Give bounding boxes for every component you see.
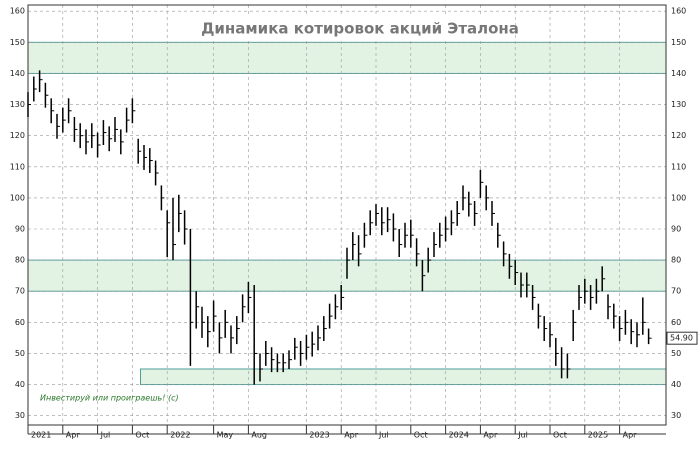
y-tick-label: 130	[10, 100, 25, 109]
x-tick-label: 2023	[309, 431, 329, 440]
x-tick-label: Aug	[251, 431, 267, 440]
x-tick-label: Jul	[378, 431, 389, 440]
y-tick-label: 140	[10, 69, 25, 78]
x-tick-label: Jul	[517, 431, 528, 440]
price-label: 54.90	[670, 334, 693, 343]
y-tick-label-right: 140	[671, 69, 686, 78]
y-tick-label: 120	[10, 131, 25, 140]
y-tick-label: 160	[10, 7, 25, 16]
y-tick-label-right: 160	[671, 7, 686, 16]
x-tick-label: Oct	[135, 431, 149, 440]
x-tick-label: 2024	[449, 431, 469, 440]
x-tick-label: 2025	[588, 431, 608, 440]
y-tick-label: 60	[15, 318, 25, 327]
x-tick-label: Oct	[414, 431, 428, 440]
y-tick-label-right: 110	[671, 162, 686, 171]
y-tick-label: 50	[15, 349, 25, 358]
x-tick-label: Apr	[66, 431, 81, 440]
y-tick-label-right: 130	[671, 100, 686, 109]
x-tick-label: 2022	[170, 431, 190, 440]
x-tick-label: Apr	[344, 431, 359, 440]
y-tick-label-right: 30	[671, 411, 681, 420]
zone	[140, 368, 667, 386]
y-tick-label: 30	[15, 411, 25, 420]
y-tick-label: 90	[15, 225, 25, 234]
y-tick-label: 150	[10, 38, 25, 47]
y-tick-label-right: 90	[671, 225, 681, 234]
x-tick-label: May	[217, 431, 234, 440]
x-tick-label: Oct	[553, 431, 567, 440]
y-tick-label-right: 150	[671, 38, 686, 47]
zone	[27, 41, 667, 74]
x-tick-label: Apr	[483, 431, 498, 440]
y-tick-label-right: 80	[671, 256, 681, 265]
y-tick-label-right: 60	[671, 318, 681, 327]
x-tick-label: Apr	[623, 431, 638, 440]
x-tick-label: Jul	[100, 431, 111, 440]
y-tick-label-right: 70	[671, 287, 681, 296]
plot-frame	[27, 4, 667, 426]
title-bg	[205, 16, 515, 40]
annotation: Инвестируй или проиграешь! (c)	[40, 394, 179, 403]
y-tick-label-right: 50	[671, 349, 681, 358]
y-tick-label: 40	[15, 380, 25, 389]
y-tick-label-right: 40	[671, 380, 681, 389]
y-tick-label: 80	[15, 256, 25, 265]
price-label-box	[666, 331, 698, 345]
y-tick-label: 100	[10, 193, 25, 202]
chart-title: Динамика котировок акций Эталона	[201, 20, 519, 38]
y-tick-label: 70	[15, 287, 25, 296]
y-tick-label: 110	[10, 162, 25, 171]
x-tick-label: 2021	[31, 431, 51, 440]
y-tick-label-right: 120	[671, 131, 686, 140]
y-tick-label-right: 100	[671, 193, 686, 202]
